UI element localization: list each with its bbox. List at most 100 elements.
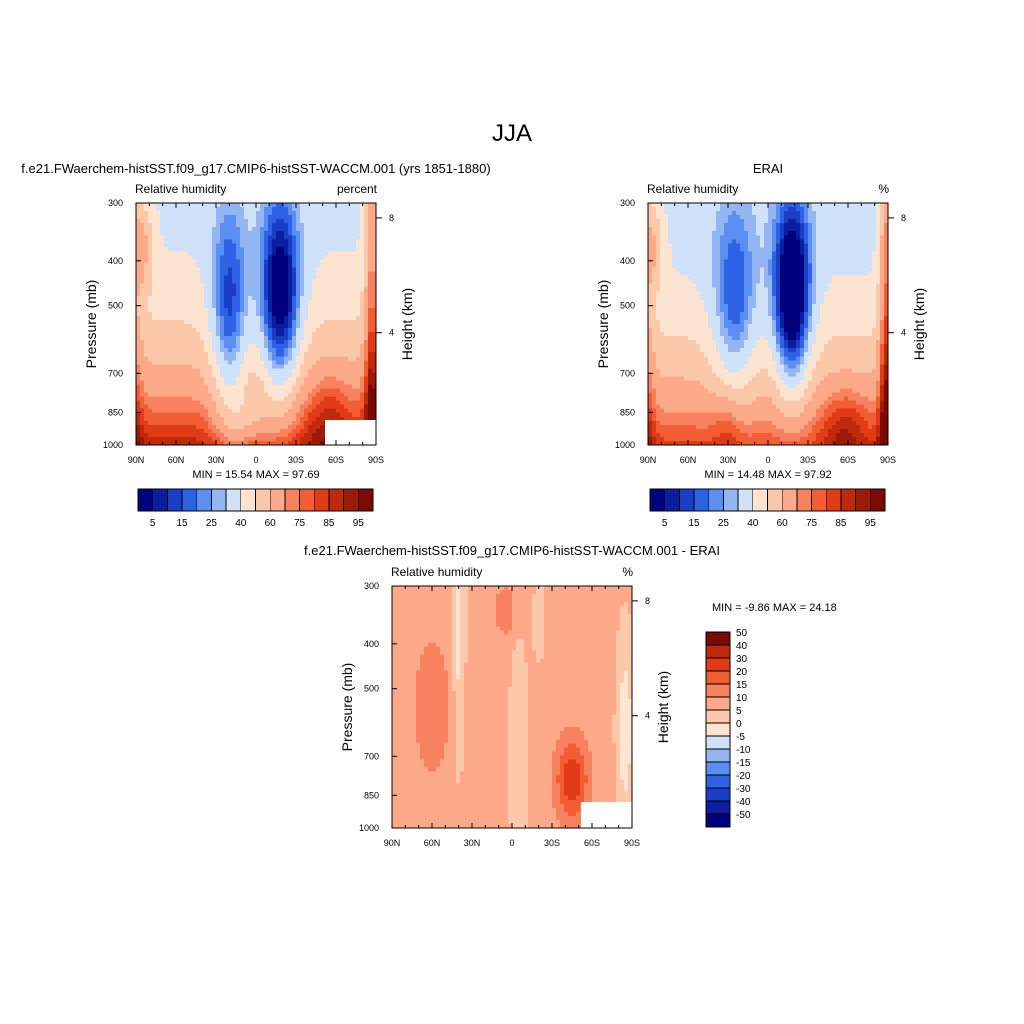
field-cell — [288, 380, 293, 386]
field-cell — [664, 239, 669, 244]
field-cell — [180, 440, 185, 446]
field-cell — [248, 348, 253, 353]
field-cell — [872, 275, 877, 281]
field-cell — [228, 396, 233, 402]
field-cell — [308, 420, 313, 426]
contour-field — [648, 203, 889, 446]
field-cell — [364, 275, 369, 281]
panel-title: f.e21.FWaerchem-histSST.f09_g17.CMIP6-hi… — [21, 161, 490, 176]
field-cell — [204, 400, 209, 406]
field-cell — [352, 215, 357, 220]
field-cell — [172, 396, 177, 402]
field-cell — [196, 275, 201, 281]
field-cell — [372, 311, 377, 317]
field-cell — [368, 392, 373, 398]
field-cell — [716, 279, 721, 285]
field-cell — [208, 424, 213, 430]
field-cell — [284, 432, 289, 438]
field-cell — [212, 215, 217, 220]
field-cell — [208, 400, 213, 406]
field-cell — [156, 267, 161, 273]
field-cell — [208, 392, 213, 398]
field-cell — [300, 231, 305, 236]
field-cell — [804, 275, 809, 281]
field-cell — [304, 420, 309, 426]
field-cell — [232, 283, 237, 289]
field-cell — [784, 259, 789, 265]
field-cell — [368, 203, 373, 208]
y-tick-label: 850 — [108, 407, 123, 417]
field-cell — [312, 384, 317, 390]
field-cell — [168, 368, 173, 373]
field-cell — [236, 211, 241, 216]
field-cell — [280, 239, 285, 244]
field-cell — [216, 352, 221, 357]
field-cell — [748, 219, 753, 224]
field-cell — [320, 267, 325, 273]
field-cell — [264, 259, 269, 265]
field-cell — [660, 263, 665, 269]
field-cell — [672, 243, 677, 248]
field-cell — [264, 283, 269, 289]
field-cell — [368, 227, 373, 232]
field-cell — [308, 384, 313, 390]
field-cell — [672, 219, 677, 224]
field-cell — [216, 440, 221, 446]
field-cell — [876, 243, 881, 248]
field-cell — [272, 263, 277, 269]
colorbar-label: 5 — [150, 518, 156, 529]
field-cell — [304, 440, 309, 446]
field-cell — [752, 283, 757, 289]
field-cell — [364, 211, 369, 216]
field-cell — [204, 412, 209, 418]
field-cell — [292, 223, 297, 228]
field-cell — [760, 271, 765, 277]
field-cell — [188, 279, 193, 285]
field-cell — [240, 364, 245, 369]
field-cell — [188, 315, 193, 321]
field-cell — [208, 299, 213, 305]
field-cell — [200, 267, 205, 273]
field-cell — [228, 324, 233, 329]
field-cell — [248, 364, 253, 369]
field-cell — [756, 243, 761, 248]
field-cell — [260, 416, 265, 422]
field-cell — [216, 275, 221, 281]
field-cell — [216, 372, 221, 378]
field-cell — [192, 348, 197, 353]
field-cell — [280, 223, 285, 228]
field-cell — [148, 299, 153, 305]
field-cell — [268, 227, 273, 232]
field-cell — [224, 368, 229, 373]
field-cell — [236, 376, 241, 382]
field-cell — [220, 223, 225, 228]
field-cell — [348, 388, 353, 394]
field-cell — [180, 219, 185, 224]
field-cell — [140, 356, 145, 361]
field-cell — [308, 368, 313, 373]
y-tick-label: 500 — [108, 301, 123, 311]
field-cell — [176, 207, 181, 212]
field-cell — [836, 227, 841, 232]
field-cell — [760, 279, 765, 285]
field-cell — [308, 408, 313, 414]
field-cell — [256, 307, 261, 313]
field-cell — [828, 219, 833, 224]
field-cell — [184, 440, 189, 446]
field-cell — [340, 235, 345, 240]
field-cell — [288, 263, 293, 269]
field-cell — [800, 219, 805, 224]
field-cell — [260, 295, 265, 301]
field-cell — [188, 372, 193, 378]
field-cell — [688, 231, 693, 236]
field-cell — [684, 235, 689, 240]
field-cell — [172, 440, 177, 446]
field-cell — [272, 408, 277, 414]
field-cell — [268, 380, 273, 386]
field-cell — [164, 219, 169, 224]
field-cell — [360, 364, 365, 369]
field-cell — [700, 231, 705, 236]
field-cell — [252, 223, 257, 228]
field-cell — [356, 372, 361, 378]
field-cell — [308, 392, 313, 398]
